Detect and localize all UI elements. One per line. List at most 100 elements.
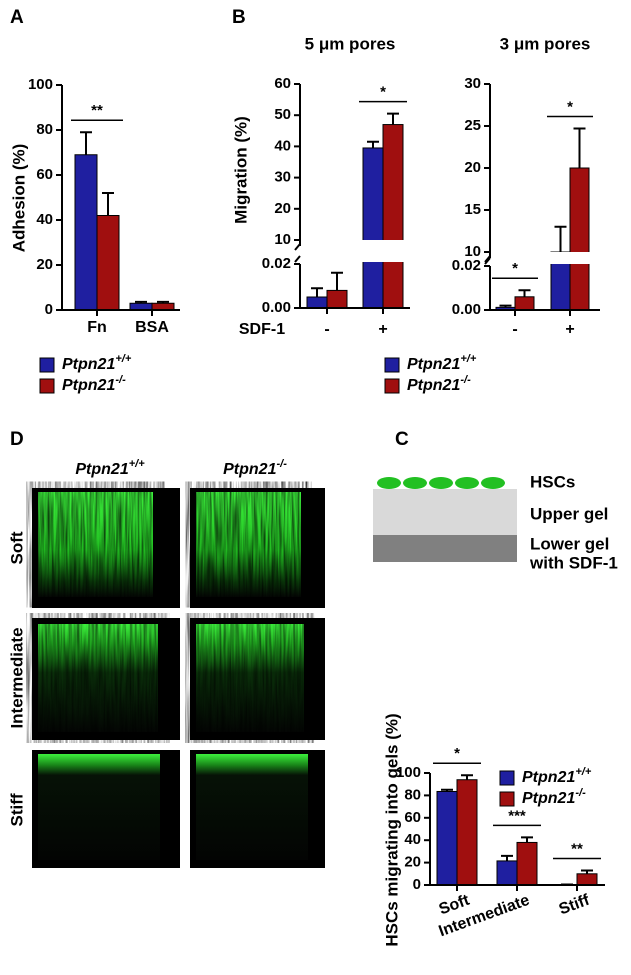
significance-label: ** <box>91 102 103 119</box>
bar <box>514 296 535 311</box>
y-tick-label: 30 <box>464 75 481 92</box>
bar <box>362 147 384 309</box>
cell <box>403 477 427 489</box>
y-tick-label: 80 <box>36 121 53 138</box>
error-bar <box>102 192 114 216</box>
error-bar <box>518 289 531 297</box>
legend-label: Ptpn21-/- <box>62 374 126 394</box>
y-tick-label: 40 <box>404 831 421 848</box>
panel-label: B <box>232 7 246 28</box>
legend-label: Ptpn21+/+ <box>522 766 592 786</box>
chart-title: 3 μm pores <box>500 34 591 53</box>
y-tick-label: 0 <box>413 876 421 893</box>
y-tick-label: 60 <box>404 809 421 826</box>
cell <box>377 477 401 489</box>
y-tick-label: 60 <box>274 75 291 92</box>
error-bar <box>331 271 343 291</box>
image <box>196 754 308 860</box>
axis-break-mark <box>294 243 301 263</box>
axis-break <box>484 252 602 264</box>
y-tick-label: 80 <box>404 786 421 803</box>
y-tick-label: 20 <box>36 256 53 273</box>
y-tick-label: 60 <box>36 166 53 183</box>
bar <box>306 296 328 309</box>
error-bar <box>311 287 323 297</box>
image-texture <box>38 624 158 732</box>
panel-label: C <box>395 429 409 450</box>
y-axis-label: Adhesion (%) <box>9 144 28 253</box>
y-tick-label: 0 <box>45 301 53 318</box>
bar <box>151 302 175 311</box>
x-axis-label: SDF-1 <box>239 321 285 338</box>
row-label: Stiff <box>7 793 26 826</box>
bar <box>326 289 348 309</box>
legend-label: Ptpn21+/+ <box>407 353 477 373</box>
y-tick-label: 0.02 <box>452 257 481 274</box>
legend-swatch <box>39 357 55 373</box>
bar <box>456 779 478 886</box>
legend-swatch <box>39 378 55 394</box>
image-texture <box>196 624 304 732</box>
axis-break-mark <box>484 255 491 265</box>
significance-label: *** <box>508 807 526 824</box>
error-bar <box>461 774 473 780</box>
upper-gel <box>373 489 517 535</box>
y-tick-label: 20 <box>274 200 291 217</box>
error-bar <box>554 225 567 252</box>
column-label: Ptpn21+/+ <box>75 458 145 478</box>
significance-label: * <box>567 98 573 115</box>
y-tick-label: 40 <box>36 211 53 228</box>
bar <box>496 860 518 886</box>
error-bar <box>501 854 513 861</box>
bar <box>129 302 153 311</box>
y-tick-label: 0.02 <box>262 255 291 272</box>
panel-label: A <box>10 7 24 28</box>
legend-swatch <box>384 357 400 373</box>
y-tick-label: 20 <box>464 159 481 176</box>
diagram-label: HSCs <box>530 472 575 491</box>
y-tick-label: 10 <box>464 243 481 260</box>
y-tick-label: 100 <box>396 764 421 781</box>
legend-label: Ptpn21-/- <box>407 374 471 394</box>
axis-break <box>294 240 412 262</box>
bar <box>96 215 120 311</box>
error-bar <box>573 127 586 168</box>
y-tick-label: 15 <box>464 201 481 218</box>
image-texture <box>196 492 301 597</box>
error-bar <box>441 788 453 792</box>
significance-label: ** <box>571 840 583 857</box>
legend-label: Ptpn21+/+ <box>62 353 132 373</box>
y-tick-label: 0.00 <box>452 301 481 318</box>
diagram-label: Upper gel <box>530 504 608 523</box>
y-tick-label: 25 <box>464 117 481 134</box>
y-tick-label: 0.00 <box>262 299 291 316</box>
y-tick-label: 50 <box>274 106 291 123</box>
x-tick-label: + <box>565 321 574 338</box>
error-bar <box>499 304 512 308</box>
row-label: Intermediate <box>7 627 26 728</box>
error-bar <box>387 112 399 125</box>
cell <box>481 477 505 489</box>
error-bar <box>157 300 169 304</box>
significance-label: * <box>380 84 386 101</box>
gel-diagram <box>373 477 517 562</box>
y-tick-label: 100 <box>28 76 53 93</box>
legend-swatch <box>499 791 515 807</box>
bar <box>516 841 538 886</box>
bar <box>576 873 598 886</box>
row-label: Soft <box>7 531 26 564</box>
cell <box>455 477 479 489</box>
diagram-label: with SDF-1 <box>529 553 618 572</box>
image-texture <box>38 492 153 597</box>
microscopy-panel <box>32 488 325 868</box>
bar <box>569 167 590 311</box>
y-tick-label: 10 <box>274 231 291 248</box>
y-axis-label: Migration (%) <box>231 116 250 224</box>
image <box>38 754 160 860</box>
diagram-label: Lower gel <box>530 534 609 553</box>
bar <box>74 154 98 311</box>
y-tick-label: 40 <box>274 137 291 154</box>
bar <box>382 124 404 309</box>
x-tick-label: BSA <box>135 319 169 336</box>
y-tick-label: 20 <box>404 854 421 871</box>
